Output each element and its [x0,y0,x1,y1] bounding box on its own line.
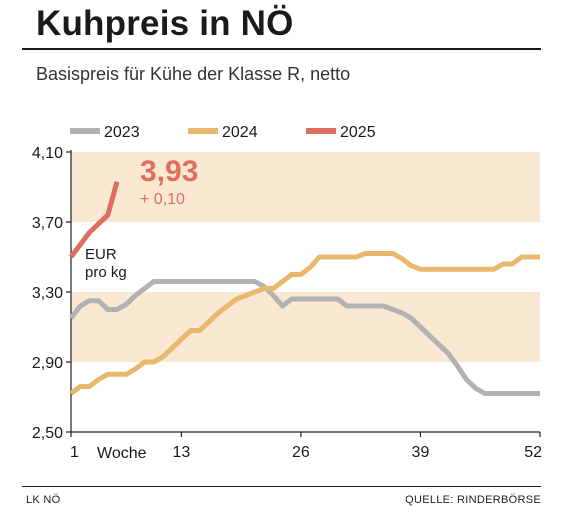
y-axis-label-line: pro kg [85,264,127,281]
chart-subtitle: Basispreis für Kühe der Klasse R, netto [36,64,351,84]
title-rule [22,48,541,50]
annotation-value: 3,93 [140,155,198,188]
legend: 2023 2024 2025 [70,124,376,141]
series-layer [68,181,540,396]
footer-source-left: LK NÖ [26,494,61,506]
series-line-2023 [68,279,540,396]
axis-layer: 2,50 2,90 3,30 3,70 4,10 1 13 26 39 52 Woche EURpro… [32,145,542,462]
x-tick-label: 1 [70,444,79,461]
band-layer [71,152,540,362]
y-axis-label-line: EUR [85,246,117,263]
x-tick-label: 39 [412,444,430,461]
x-axis-label: Woche [97,445,147,462]
footer-source-right: QUELLE: RINDERBÖRSE [405,494,541,506]
shaded-band-2 [71,152,540,222]
series-line-2025 [68,181,120,259]
x-tick-label: 52 [524,444,542,461]
y-tick-label: 3,30 [32,285,63,302]
x-tick-label: 26 [292,444,310,461]
page-title: Kuhpreis in NÖ [36,4,294,43]
x-tick-label: 13 [172,444,190,461]
y-tick-label: 2,90 [32,355,63,372]
y-tick-label: 4,10 [32,145,63,162]
y-tick-label: 3,70 [32,215,63,232]
legend-label-2023: 2023 [104,124,140,141]
annotation-layer: 3,93 + 0,10 [140,155,198,208]
series-line-2024 [69,251,540,396]
annotation-delta: + 0,10 [140,191,185,208]
legend-label-2025: 2025 [340,124,376,141]
legend-label-2024: 2024 [222,124,258,141]
y-tick-label: 2,50 [32,425,63,442]
shaded-band-1 [71,292,540,362]
footer-rule [22,486,541,487]
